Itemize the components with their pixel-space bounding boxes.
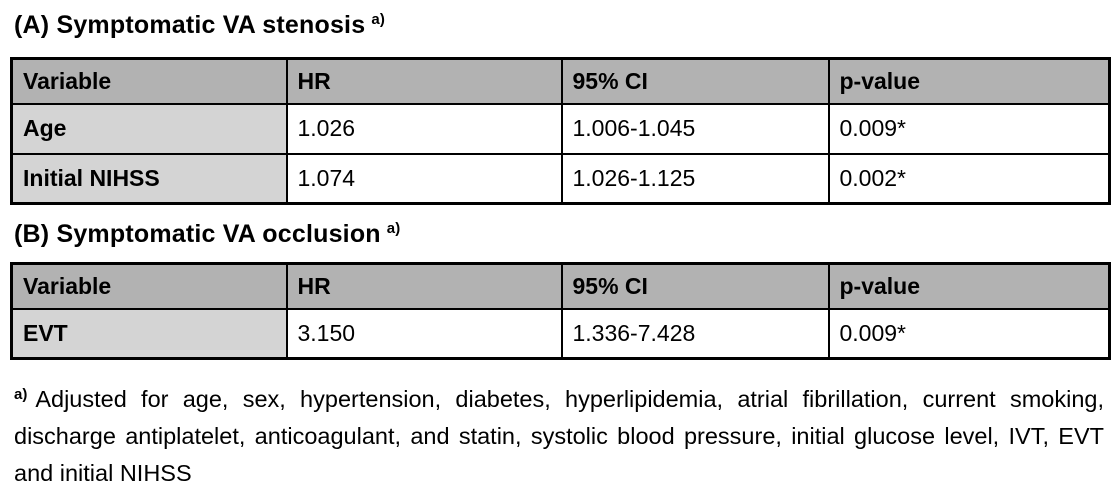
cell-nihss-hr: 1.074 xyxy=(285,152,563,205)
cell-evt-pvalue: 0.009* xyxy=(827,307,1111,360)
cell-nihss-variable: Initial NIHSS xyxy=(10,152,288,205)
section-a-title: (A) Symptomatic VA stenosis a) xyxy=(14,0,1118,40)
table-a-header-variable: Variable xyxy=(10,57,288,105)
table-a-header-pvalue: p-value xyxy=(827,57,1111,105)
section-b-title-text: (B) Symptomatic VA occlusion xyxy=(14,220,381,248)
cell-nihss-ci: 1.026-1.125 xyxy=(560,152,830,205)
table-b-header-ci: 95% CI xyxy=(560,262,830,310)
table-a-header-row: Variable HR 95% CI p-value xyxy=(10,57,1111,105)
table-row-evt: EVT 3.150 1.336-7.428 0.009* xyxy=(10,307,1111,360)
section-b-title: (B) Symptomatic VA occlusion a) xyxy=(14,220,1118,249)
section-b-title-superscript: a) xyxy=(386,220,401,237)
table-b-header-pvalue: p-value xyxy=(827,262,1111,310)
cell-age-hr: 1.026 xyxy=(285,102,563,155)
cell-nihss-pvalue: 0.002* xyxy=(827,152,1111,205)
footnote-marker: a) xyxy=(14,386,28,403)
section-a-title-text: (A) Symptomatic VA stenosis xyxy=(14,11,366,39)
table-b-header-hr: HR xyxy=(285,262,563,310)
footnote-text: Adjusted for age, sex, hypertension, dia… xyxy=(14,386,1104,486)
cell-age-ci: 1.006-1.045 xyxy=(560,102,830,155)
table-footnote: a) Adjusted for age, sex, hypertension, d… xyxy=(14,376,1104,490)
table-symptomatic-va-stenosis: Variable HR 95% CI p-value Age 1.026 1.0… xyxy=(10,57,1111,205)
table-row-age: Age 1.026 1.006-1.045 0.009* xyxy=(10,102,1111,155)
table-b-header-variable: Variable xyxy=(10,262,288,310)
cell-evt-variable: EVT xyxy=(10,307,288,360)
cell-evt-ci: 1.336-7.428 xyxy=(560,307,830,360)
table-b-header-row: Variable HR 95% CI p-value xyxy=(10,262,1111,310)
cell-evt-hr: 3.150 xyxy=(285,307,563,360)
table-a-header-ci: 95% CI xyxy=(560,57,830,105)
cell-age-pvalue: 0.009* xyxy=(827,102,1111,155)
section-a-title-superscript: a) xyxy=(371,11,386,28)
table-a-header-hr: HR xyxy=(285,57,563,105)
table-symptomatic-va-occlusion: Variable HR 95% CI p-value EVT 3.150 1.3… xyxy=(10,262,1111,360)
table-row-initial-nihss: Initial NIHSS 1.074 1.026-1.125 0.002* xyxy=(10,152,1111,205)
cell-age-variable: Age xyxy=(10,102,288,155)
